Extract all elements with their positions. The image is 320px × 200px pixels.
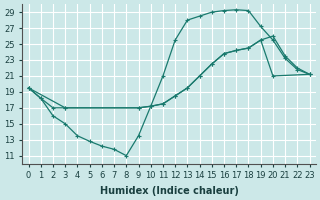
X-axis label: Humidex (Indice chaleur): Humidex (Indice chaleur) [100, 186, 238, 196]
